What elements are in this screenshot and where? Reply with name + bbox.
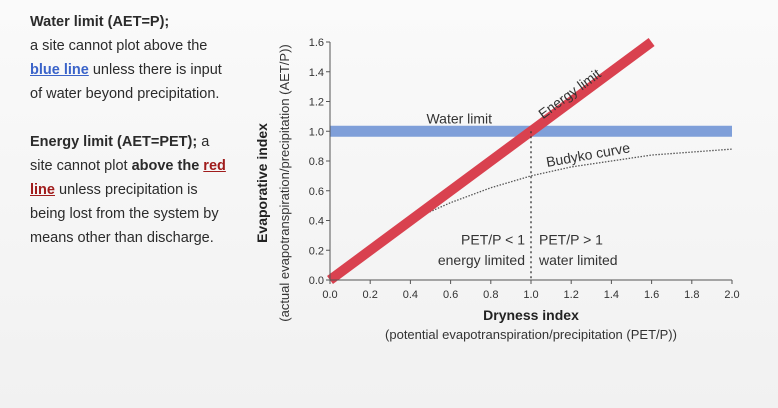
y-axis-subtitle: (actual evapotranspiration/precipitation… (277, 44, 292, 321)
water-limit-title: Water limit (AET=P); (30, 14, 170, 30)
y-tick-label: 0.6 (309, 186, 324, 198)
budyko-curve-label: Budyko curve (545, 139, 632, 170)
annotation-right-bottom: water limited (538, 252, 618, 268)
budyko-curve-line (410, 148, 733, 222)
x-tick-label: 1.0 (523, 289, 538, 301)
x-tick-label: 0.6 (443, 289, 458, 301)
water-limit-label: Water limit (426, 110, 492, 126)
energy-limit-body-1: a site cannot plot (30, 134, 210, 174)
x-axis-title: Dryness index (483, 307, 579, 323)
blue-line-phrase: blue line (30, 62, 89, 78)
energy-limit-line (327, 37, 655, 285)
energy-limit-bold-phrase: above the (131, 158, 200, 174)
y-tick-label: 0.8 (309, 156, 324, 168)
y-tick-label: 0.4 (309, 216, 324, 228)
y-tick-label: 0.2 (309, 245, 324, 257)
x-tick-label: 1.2 (564, 289, 579, 301)
x-tick-label: 0.0 (322, 289, 337, 301)
y-tick-label: 1.6 (309, 37, 324, 49)
annotation-left-bottom: energy limited (438, 252, 525, 268)
y-tick-label: 1.0 (309, 126, 324, 138)
annotation-right-top: PET/P > 1 (539, 231, 603, 247)
energy-limit-paragraph: Energy limit (AET=PET); a site cannot pl… (30, 130, 235, 250)
x-tick-label: 0.2 (363, 289, 378, 301)
x-tick-label: 0.4 (403, 289, 418, 301)
annotation-left-top: PET/P < 1 (461, 231, 525, 247)
x-tick-label: 1.6 (644, 289, 659, 301)
y-tick-label: 1.2 (309, 97, 324, 109)
water-limit-body-1: a site cannot plot above the (30, 38, 208, 54)
red-line-phrase: red line (30, 158, 226, 198)
energy-limit-title: Energy limit (AET=PET); (30, 134, 198, 150)
energy-limit-label: Energy limit (535, 65, 603, 121)
x-tick-label: 2.0 (724, 289, 739, 301)
y-tick-label: 0.0 (309, 275, 324, 287)
explanation-text: Water limit (AET=P); a site cannot plot … (30, 10, 235, 250)
energy-limit-body-2: unless precipitation is being lost from … (30, 182, 219, 246)
water-limit-paragraph: Water limit (AET=P); a site cannot plot … (30, 10, 235, 106)
y-tick-label: 1.4 (309, 67, 324, 79)
y-axis-title: Evaporative index (254, 123, 270, 243)
x-tick-label: 1.8 (684, 289, 699, 301)
water-limit-body-2: unless there is input of water beyond pr… (30, 62, 222, 102)
x-tick-label: 1.4 (604, 289, 619, 301)
x-axis-subtitle: (potential evapotranspiration/precipitat… (385, 327, 677, 342)
x-tick-label: 0.8 (483, 289, 498, 301)
